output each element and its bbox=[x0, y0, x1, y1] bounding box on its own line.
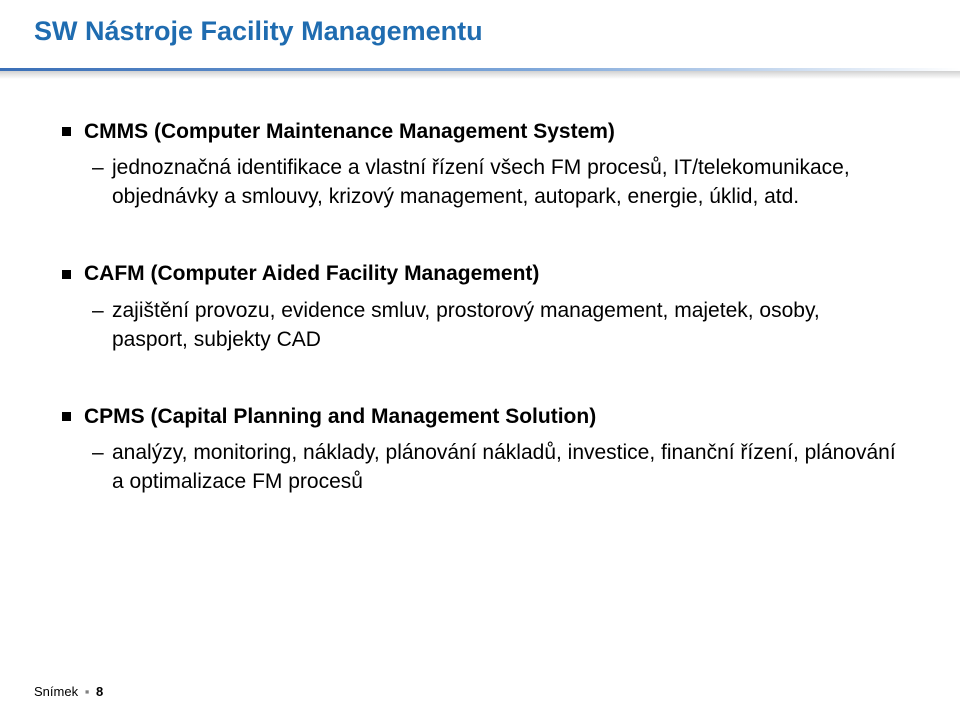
section-heading: CMMS (Computer Maintenance Management Sy… bbox=[62, 118, 898, 146]
divider-shadow bbox=[0, 71, 960, 79]
section-heading: CPMS (Capital Planning and Management So… bbox=[62, 403, 898, 431]
section-subtext-content: analýzy, monitoring, náklady, plánování … bbox=[112, 441, 896, 493]
slide-title: SW Nástroje Facility Managementu bbox=[34, 16, 483, 47]
content-area: CMMS (Computer Maintenance Management Sy… bbox=[62, 118, 898, 497]
dash-bullet-icon: – bbox=[92, 439, 104, 468]
section-heading: CAFM (Computer Aided Facility Management… bbox=[62, 260, 898, 288]
bullet-section: CPMS (Capital Planning and Management So… bbox=[62, 403, 898, 497]
dash-bullet-icon: – bbox=[92, 154, 104, 183]
bullet-section: CMMS (Computer Maintenance Management Sy… bbox=[62, 118, 898, 212]
title-divider bbox=[0, 68, 960, 79]
square-bullet-icon bbox=[62, 412, 71, 421]
square-bullet-icon bbox=[62, 270, 71, 279]
footer-label: Snímek bbox=[34, 684, 78, 699]
slide-footer: Snímek ▪ 8 bbox=[34, 684, 103, 699]
section-subtext-content: zajištění provozu, evidence smluv, prost… bbox=[112, 299, 820, 351]
dash-bullet-icon: – bbox=[92, 297, 104, 326]
section-subtext-content: jednoznačná identifikace a vlastní řízen… bbox=[112, 156, 850, 208]
section-subtext: –jednoznačná identifikace a vlastní říze… bbox=[62, 154, 898, 212]
bullet-section: CAFM (Computer Aided Facility Management… bbox=[62, 260, 898, 354]
footer-separator: ▪ bbox=[85, 684, 90, 699]
section-subtext: –analýzy, monitoring, náklady, plánování… bbox=[62, 439, 898, 497]
footer-page-number: 8 bbox=[96, 684, 103, 699]
square-bullet-icon bbox=[62, 127, 71, 136]
section-subtext: –zajištění provozu, evidence smluv, pros… bbox=[62, 297, 898, 355]
